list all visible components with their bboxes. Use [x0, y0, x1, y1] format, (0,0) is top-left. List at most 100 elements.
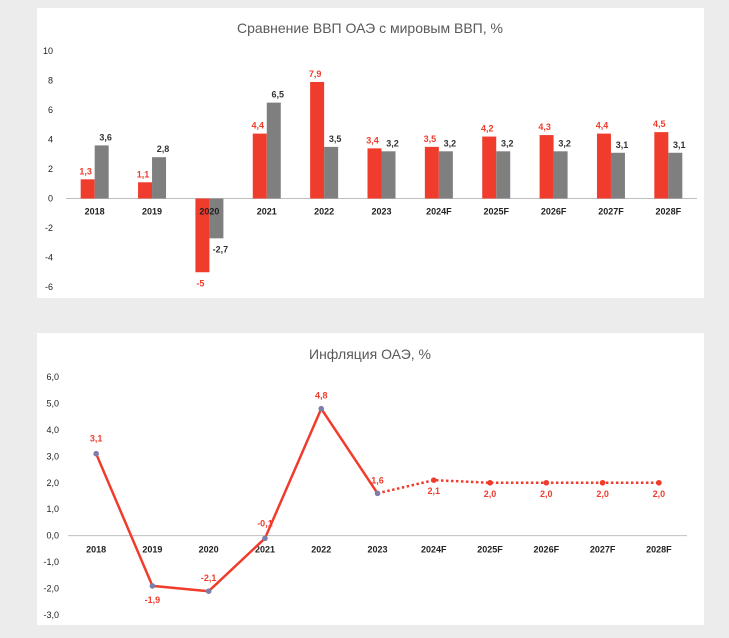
inflation-point: [205, 588, 212, 594]
gdp-bar-uae: [424, 146, 439, 199]
gdp-chart-title: Сравнение ВВП ОАЭ с мировым ВВП, %: [237, 20, 503, 36]
gdp-bar-world: [266, 102, 281, 199]
inflation-line-forecast: [377, 478, 659, 495]
inflation-data-label: 2,0: [540, 489, 553, 499]
inflation-data-label: -0,1: [257, 518, 273, 528]
inflation-chart-panel: Инфляция ОАЭ, % -3,0 -2,0 -1,0 0,0 1,0 2,0 3,0…: [37, 333, 704, 625]
inflation-x-tick: 2023: [367, 545, 387, 555]
gdp-bar-uae: [252, 133, 267, 199]
gdp-data-label: 1,1: [137, 169, 150, 179]
gdp-y-tick: 2: [48, 164, 53, 174]
gdp-bar-world: [94, 145, 109, 199]
gdp-data-label: 3,4: [366, 135, 379, 145]
gdp-x-tick: 2020: [199, 207, 219, 217]
gdp-bar-world: [324, 146, 339, 199]
inflation-data-label: 2,0: [653, 489, 666, 499]
gdp-bar-uae: [80, 179, 95, 199]
gdp-x-tick: 2028F: [656, 207, 682, 217]
gdp-bar-uae: [596, 133, 611, 199]
inflation-point: [374, 490, 381, 497]
gdp-y-tick: -6: [45, 282, 53, 292]
inflation-x-tick: 2024F: [421, 545, 447, 555]
gdp-data-label: -5: [196, 278, 204, 288]
gdp-bar-uae: [482, 136, 497, 199]
gdp-x-tick: 2019: [142, 207, 162, 217]
gdp-y-tick: 8: [48, 76, 53, 86]
inflation-point: [262, 535, 268, 542]
inflation-data-label: 2,0: [596, 489, 609, 499]
gdp-x-tick: 2022: [314, 207, 334, 217]
inflation-x-tick: 2018: [86, 545, 106, 555]
gdp-bar-uae: [195, 198, 210, 273]
gdp-data-label: 3,2: [444, 138, 457, 148]
inflation-x-tick: 2028F: [646, 545, 672, 555]
inflation-y-tick: 5,0: [46, 398, 59, 408]
inflation-chart: Инфляция ОАЭ, % -3,0 -2,0 -1,0 0,0 1,0 2,0 3,0…: [43, 346, 687, 620]
gdp-data-label: 3,2: [558, 138, 571, 148]
gdp-chart: Сравнение ВВП ОАЭ с мировым ВВП, % -6 -4 -…: [43, 20, 697, 292]
inflation-x-tick: 2027F: [590, 545, 616, 555]
gdp-bar-world: [438, 151, 453, 199]
inflation-chart-title: Инфляция ОАЭ, %: [309, 346, 431, 362]
gdp-bar-world: [668, 152, 683, 199]
inflation-point: [543, 479, 550, 486]
gdp-x-tick: 2023: [371, 207, 391, 217]
gdp-x-tick: 2027F: [598, 207, 624, 217]
inflation-point: [318, 405, 325, 412]
gdp-data-label: 4,3: [538, 122, 551, 132]
inflation-y-tick: -3,0: [43, 610, 59, 620]
gdp-data-label: 3,1: [616, 140, 629, 150]
gdp-data-label: 3,5: [329, 134, 342, 144]
gdp-bar-uae: [138, 182, 153, 199]
gdp-x-tick: 2018: [85, 207, 105, 217]
inflation-point: [430, 477, 437, 483]
gdp-data-label: 3,1: [673, 140, 686, 150]
gdp-data-label: 3,2: [501, 138, 514, 148]
gdp-data-label: 6,5: [272, 90, 285, 100]
gdp-data-label: 4,4: [596, 121, 609, 131]
gdp-data-label: 4,5: [653, 119, 666, 129]
inflation-y-tick: -2,0: [43, 584, 59, 594]
gdp-y-tick: 0: [48, 194, 53, 204]
inflation-point: [599, 479, 606, 486]
gdp-bar-world: [381, 151, 396, 199]
inflation-x-tick: 2020: [199, 545, 219, 555]
inflation-y-tick: 0,0: [46, 531, 59, 541]
gdp-x-tick: 2026F: [541, 207, 567, 217]
inflation-data-label: -1,9: [145, 595, 161, 605]
inflation-y-tick: 1,0: [46, 504, 59, 514]
inflation-x-tick: 2019: [142, 545, 162, 555]
inflation-y-tick: -1,0: [43, 557, 59, 567]
gdp-data-label: -2,7: [213, 244, 229, 254]
gdp-bar-uae: [367, 148, 382, 199]
inflation-point: [656, 479, 662, 486]
inflation-y-tick: 3,0: [46, 451, 59, 461]
inflation-data-label: 4,8: [315, 391, 328, 401]
gdp-y-tick: 6: [48, 105, 53, 115]
gdp-x-tick: 2021: [257, 207, 277, 217]
inflation-data-label: 3,1: [90, 434, 103, 444]
gdp-bar-world: [496, 151, 511, 199]
inflation-y-tick: 6,0: [46, 372, 59, 382]
inflation-x-tick: 2021: [255, 545, 275, 555]
gdp-data-label: 4,2: [481, 124, 494, 134]
gdp-data-label: 2,8: [157, 144, 170, 154]
inflation-point: [93, 450, 99, 457]
inflation-x-tick: 2025F: [477, 545, 503, 555]
gdp-y-tick: 10: [43, 46, 53, 56]
gdp-data-label: 3,6: [99, 132, 112, 142]
gdp-data-label: 4,4: [252, 121, 265, 131]
gdp-x-tick: 2025F: [483, 207, 509, 217]
gdp-y-tick: -4: [45, 253, 53, 263]
gdp-data-label: 7,9: [309, 69, 322, 79]
gdp-data-label: 1,3: [79, 166, 92, 176]
inflation-data-label: -2,1: [201, 573, 217, 583]
gdp-y-tick: -2: [45, 223, 53, 233]
inflation-data-label: 1,6: [371, 475, 384, 485]
gdp-bar-world: [209, 198, 224, 239]
gdp-bar-uae: [539, 135, 554, 199]
inflation-x-tick: 2022: [311, 545, 331, 555]
gdp-bar-uae: [654, 132, 669, 199]
gdp-bar-world: [152, 157, 167, 199]
gdp-chart-panel: Сравнение ВВП ОАЭ с мировым ВВП, % -6 -4 -…: [37, 8, 704, 298]
